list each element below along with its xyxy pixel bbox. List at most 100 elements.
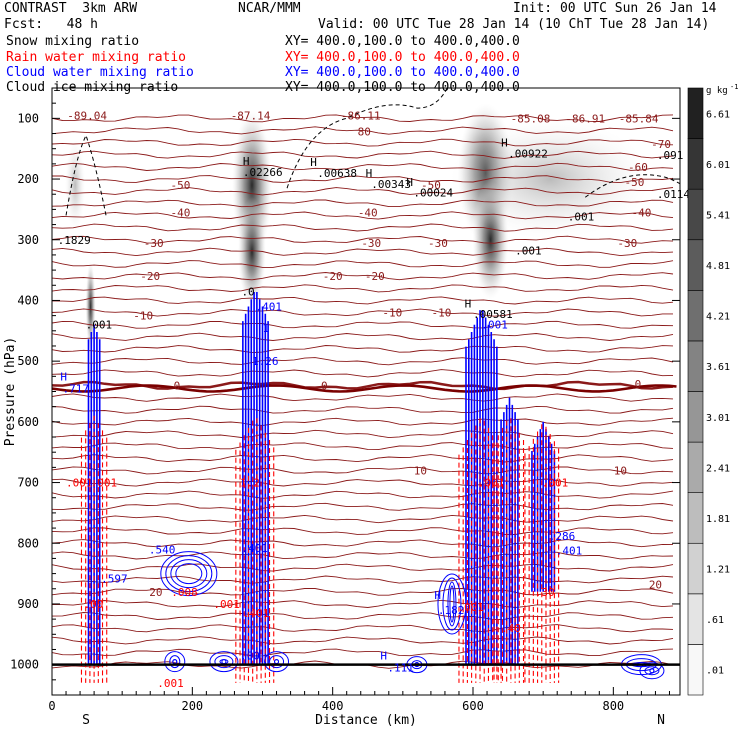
cloud-ice-contour	[286, 88, 448, 189]
colorbar-unit-exponent: -1	[730, 83, 738, 91]
field-annotation-label: H	[465, 297, 472, 310]
colorbar-segment	[687, 340, 704, 392]
y-tick-label: 200	[17, 172, 39, 186]
temperature-contour-label: -10	[382, 307, 402, 320]
temperature-contour-line	[52, 187, 674, 196]
field-annotation-label: .111	[387, 662, 414, 675]
colorbar-unit-label: g kg	[706, 86, 728, 96]
colorbar-tick-label: .61	[706, 615, 724, 626]
cloud-water-contour	[160, 551, 218, 597]
cloud-water-contour	[442, 577, 462, 631]
temperature-contour-line	[52, 478, 674, 487]
temperature-contour-line	[52, 514, 674, 524]
field-annotation-label: .02266	[243, 166, 283, 179]
colorbar-tick-label: 5.41	[706, 210, 730, 221]
field-annotation-label: H	[380, 650, 387, 663]
field-annotation-label: .182	[438, 604, 465, 617]
temperature-contour-line	[52, 308, 673, 317]
temperature-contour-label: -50	[624, 176, 644, 189]
colorbar-tick-label: 6.61	[706, 109, 730, 120]
temperature-contour-line	[52, 138, 674, 147]
freezing-level-contour	[52, 384, 677, 393]
temperature-contour-label: -86.11	[341, 109, 381, 122]
temperature-contour-label: -85.08	[511, 112, 551, 125]
snow-shading-plume	[85, 261, 96, 352]
init-label: Init: 00 UTC Sun 26 Jan 14	[513, 1, 717, 16]
field-cloudwater-name: Cloud water mixing ratio	[6, 65, 194, 80]
temperature-contour-line	[52, 126, 674, 135]
x-tick-label: 600	[462, 699, 484, 713]
colorbar-tick-label: 2.41	[706, 463, 730, 474]
temperature-contour-line	[52, 442, 674, 451]
temperature-contour-line	[52, 332, 674, 341]
cloud-water-contour	[169, 655, 181, 669]
field-annotation-label: H	[434, 589, 441, 602]
cloud-water-contour	[449, 585, 455, 623]
temperature-contour-label: -20	[140, 270, 160, 283]
field-annotation-label: .001	[66, 477, 93, 490]
valid-time-label: Valid: 00 UTC Tue 28 Jan 14 (10 ChT Tue …	[318, 17, 710, 32]
field-annotation-label: .0	[241, 285, 254, 298]
colorbar-segment	[687, 290, 704, 342]
temperature-contour-line	[52, 296, 674, 305]
field-annotation-label: .001	[478, 477, 505, 490]
temperature-contour-line	[52, 150, 674, 159]
field-annotation-label: .001	[481, 319, 508, 332]
temperature-contour-line	[52, 575, 674, 584]
temperature-contour-label: 0	[174, 379, 181, 392]
x-tick-label: 800	[602, 699, 624, 713]
temperature-contour-line	[52, 454, 674, 463]
temperature-contour-line	[52, 162, 674, 171]
temperature-contour-label: -20	[365, 270, 385, 283]
field-annotation-label: .00024	[413, 186, 453, 199]
cloud-water-contour	[269, 655, 285, 669]
temperature-contour-line	[52, 648, 674, 657]
south-end-label: S	[82, 713, 90, 728]
colorbar-segment	[687, 188, 704, 241]
field-annotation-label: .00	[240, 650, 260, 663]
cloud-water-contour	[209, 651, 239, 673]
colorbar-segment	[687, 644, 704, 696]
colorbar-segment	[687, 593, 704, 645]
temperature-contour-label: 0	[321, 379, 328, 392]
field-annotation-label: .00343	[371, 178, 411, 191]
field-rain-xsec: XY= 400.0,100.0 to 400.0,400.0	[285, 50, 520, 65]
colorbar-tick-label: 1.21	[706, 565, 730, 576]
field-annotation-label: .40	[501, 622, 521, 635]
field-annotation-label: .001	[542, 477, 569, 490]
temperature-contour-label: 80	[358, 126, 371, 139]
x-tick-label: 0	[48, 699, 55, 713]
field-annotation-label: .401	[243, 607, 270, 620]
temperature-contour-label: 10	[614, 464, 627, 477]
field-annotation-label: .30	[535, 586, 555, 599]
temperature-contour-label: -89.04	[67, 109, 107, 122]
field-annotation-label: .001	[213, 598, 240, 611]
field-annotation-label: H	[310, 156, 317, 169]
colorbar-segment	[687, 492, 704, 544]
temperature-contour-label: -70	[651, 138, 671, 151]
cloud-water-contour	[170, 559, 208, 589]
temperature-contour-line	[52, 380, 674, 391]
y-tick-label: 600	[17, 415, 39, 429]
temperature-contour-label: -30	[428, 237, 448, 250]
field-annotation-label: .1829	[58, 234, 91, 247]
temperature-contour-line	[52, 612, 674, 621]
colorbar-tick-label: 3.61	[706, 362, 730, 373]
temperature-contour-label: 10	[414, 464, 427, 477]
temperature-contour-label: 0	[635, 378, 642, 391]
field-annotation-label: .401	[556, 545, 583, 558]
field-annotation-label: H	[60, 370, 67, 383]
temperature-contour-label: -60	[628, 161, 648, 174]
field-annotation-label: H	[366, 167, 373, 180]
y-tick-label: 400	[17, 293, 39, 307]
field-annotation-label: .091	[657, 149, 684, 162]
temperature-contour-label: -10	[133, 310, 153, 323]
temperature-contour-line	[52, 539, 674, 548]
colorbar-segment	[687, 87, 704, 139]
field-annotation-label: .00	[84, 598, 104, 611]
colorbar-tick-label: .01	[706, 666, 724, 677]
snow-shading-plume	[65, 140, 86, 231]
temperature-contour-line	[52, 211, 674, 220]
cloud-water-contour	[219, 659, 229, 665]
